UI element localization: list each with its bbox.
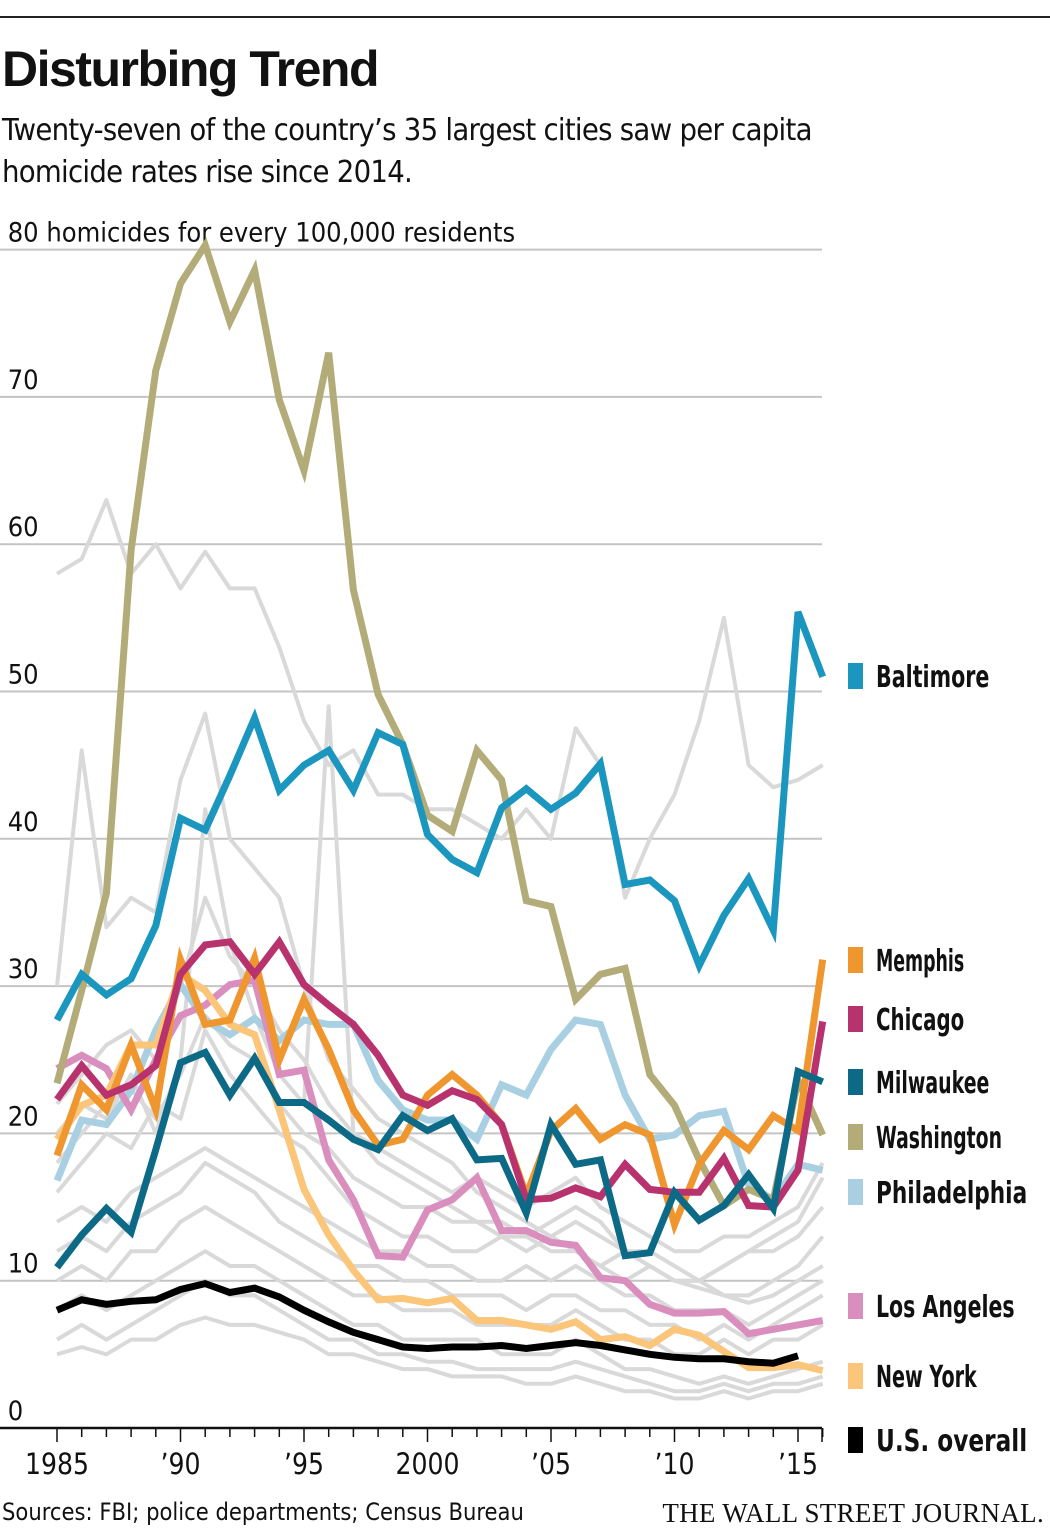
x-tick-label: 2000 — [396, 1447, 460, 1481]
other-city-line — [55, 1205, 824, 1357]
source-note: Sources: FBI; police departments; Census… — [2, 1498, 524, 1526]
series-line-chicago — [54, 935, 827, 1211]
y-tick-label: 30 — [8, 954, 39, 986]
legend-swatch-memphis — [848, 947, 863, 973]
series-line-milwaukee — [54, 1047, 825, 1270]
other-city-line — [55, 711, 824, 1305]
series-line-los-angeles — [55, 976, 824, 1338]
other-city-line — [55, 1028, 825, 1298]
legend-label-new-york: New York — [876, 1360, 977, 1395]
x-tick-label: 1985 — [25, 1447, 89, 1481]
other-city-line — [55, 1249, 824, 1386]
y-tick-label: 60 — [8, 512, 39, 544]
legend-label-milwaukee: Milwaukee — [876, 1066, 989, 1101]
legend-label-memphis: Memphis — [876, 944, 964, 979]
legend-swatch-los-angeles — [848, 1293, 863, 1319]
y-tick-label: 20 — [8, 1101, 39, 1133]
x-tick-label: ’90 — [161, 1447, 201, 1481]
chart-title: Disturbing Trend — [2, 41, 380, 97]
legend-swatch-milwaukee — [848, 1069, 863, 1095]
y-tick-label: 0 — [8, 1396, 23, 1428]
x-tick-label: ’10 — [655, 1447, 695, 1481]
y-tick-label: 80 homicides for every 100,000 residents — [8, 217, 515, 249]
series-line-u-s-overall — [55, 1279, 800, 1367]
y-tick-label: 40 — [8, 807, 39, 839]
top-rule — [0, 16, 1050, 18]
wsj-logo: THE WALL STREET JOURNAL. — [662, 1498, 1044, 1528]
y-tick-label: 10 — [8, 1249, 39, 1281]
x-tick-label: ’05 — [531, 1447, 571, 1481]
y-tick-label: 50 — [8, 659, 39, 691]
legend-label-baltimore: Baltimore — [876, 660, 989, 695]
y-tick-label: 70 — [8, 365, 39, 397]
series-line-washington — [53, 237, 826, 1211]
legend-label-washington: Washington — [876, 1121, 1002, 1156]
legend-swatch-new-york — [848, 1363, 863, 1389]
legend-swatch-baltimore — [848, 663, 863, 689]
legend-label-los-angeles: Los Angeles — [876, 1290, 1015, 1325]
legend-swatch-philadelphia — [848, 1179, 863, 1205]
chart-subtitle: Twenty-seven of the country’s 35 largest… — [2, 113, 812, 190]
legend-swatch-u-s-overall — [848, 1427, 863, 1453]
other-city-line — [55, 1278, 824, 1394]
legend-label-u-s-overall: U.S. overall — [876, 1424, 1027, 1459]
other-city-line — [55, 498, 824, 900]
legend-label-chicago: Chicago — [876, 1003, 964, 1038]
series-line-philadelphia — [53, 977, 824, 1205]
legend-swatch-chicago — [848, 1006, 863, 1032]
other-city-line — [56, 1315, 824, 1401]
x-tick-label: ’15 — [778, 1447, 818, 1481]
x-tick-label: ’95 — [284, 1447, 324, 1481]
legend-label-philadelphia: Philadelphia — [876, 1176, 1027, 1211]
series-line-baltimore — [53, 610, 826, 1022]
legend-swatch-washington — [848, 1124, 863, 1150]
